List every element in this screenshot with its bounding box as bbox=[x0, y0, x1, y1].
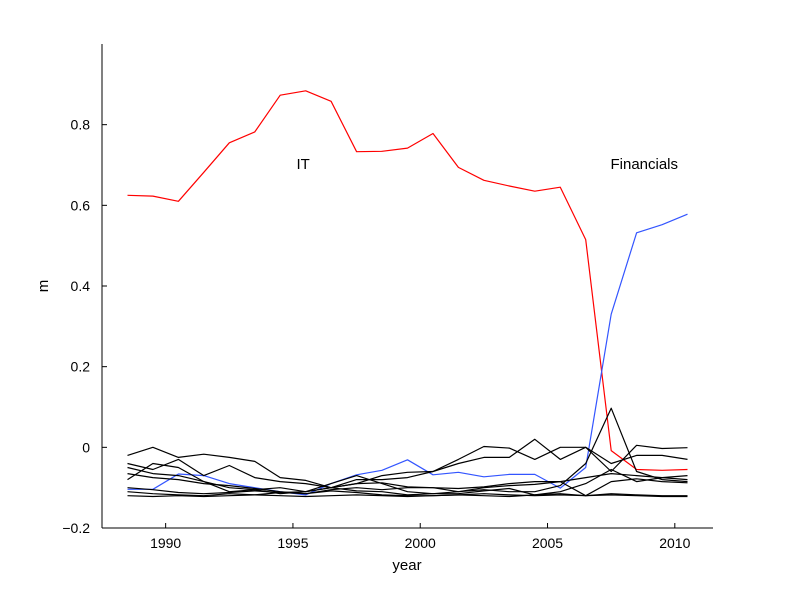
series-line-9 bbox=[127, 478, 688, 497]
annotation-0: IT bbox=[296, 156, 309, 173]
annotations: IT Financials bbox=[296, 156, 678, 173]
y-tick-label: 0.4 bbox=[71, 278, 91, 294]
series-line-1 bbox=[127, 213, 688, 496]
series-line-4 bbox=[127, 407, 688, 495]
x-tick-label: 1990 bbox=[150, 535, 181, 551]
series-line-5 bbox=[127, 473, 688, 495]
y-axis-title: m bbox=[35, 280, 52, 293]
y-tick-label: −0.2 bbox=[62, 520, 90, 536]
series-line-2 bbox=[127, 444, 688, 489]
x-tick-label: 2010 bbox=[659, 535, 690, 551]
x-tick-label: 2005 bbox=[532, 535, 563, 551]
x-axis-title: year bbox=[392, 557, 421, 574]
x-tick-label: 1995 bbox=[277, 535, 308, 551]
series-line-3 bbox=[127, 438, 688, 489]
y-tick-label: 0 bbox=[82, 439, 90, 455]
plot-area bbox=[127, 90, 688, 498]
y-tick-label: 0.8 bbox=[71, 117, 91, 133]
y-tick-label: 0.2 bbox=[71, 359, 91, 375]
annotation-1: Financials bbox=[610, 156, 678, 173]
series-line-8 bbox=[127, 493, 688, 498]
x-tick-label: 2000 bbox=[405, 535, 436, 551]
y-tick-label: 0.6 bbox=[71, 197, 91, 213]
ticks: 1990 1995 2000 2005 2010 −0.2 0 0.2 0.4 0.6 0.8 bbox=[62, 117, 690, 551]
series-line-0 bbox=[127, 90, 688, 471]
series-line-6 bbox=[127, 462, 688, 496]
